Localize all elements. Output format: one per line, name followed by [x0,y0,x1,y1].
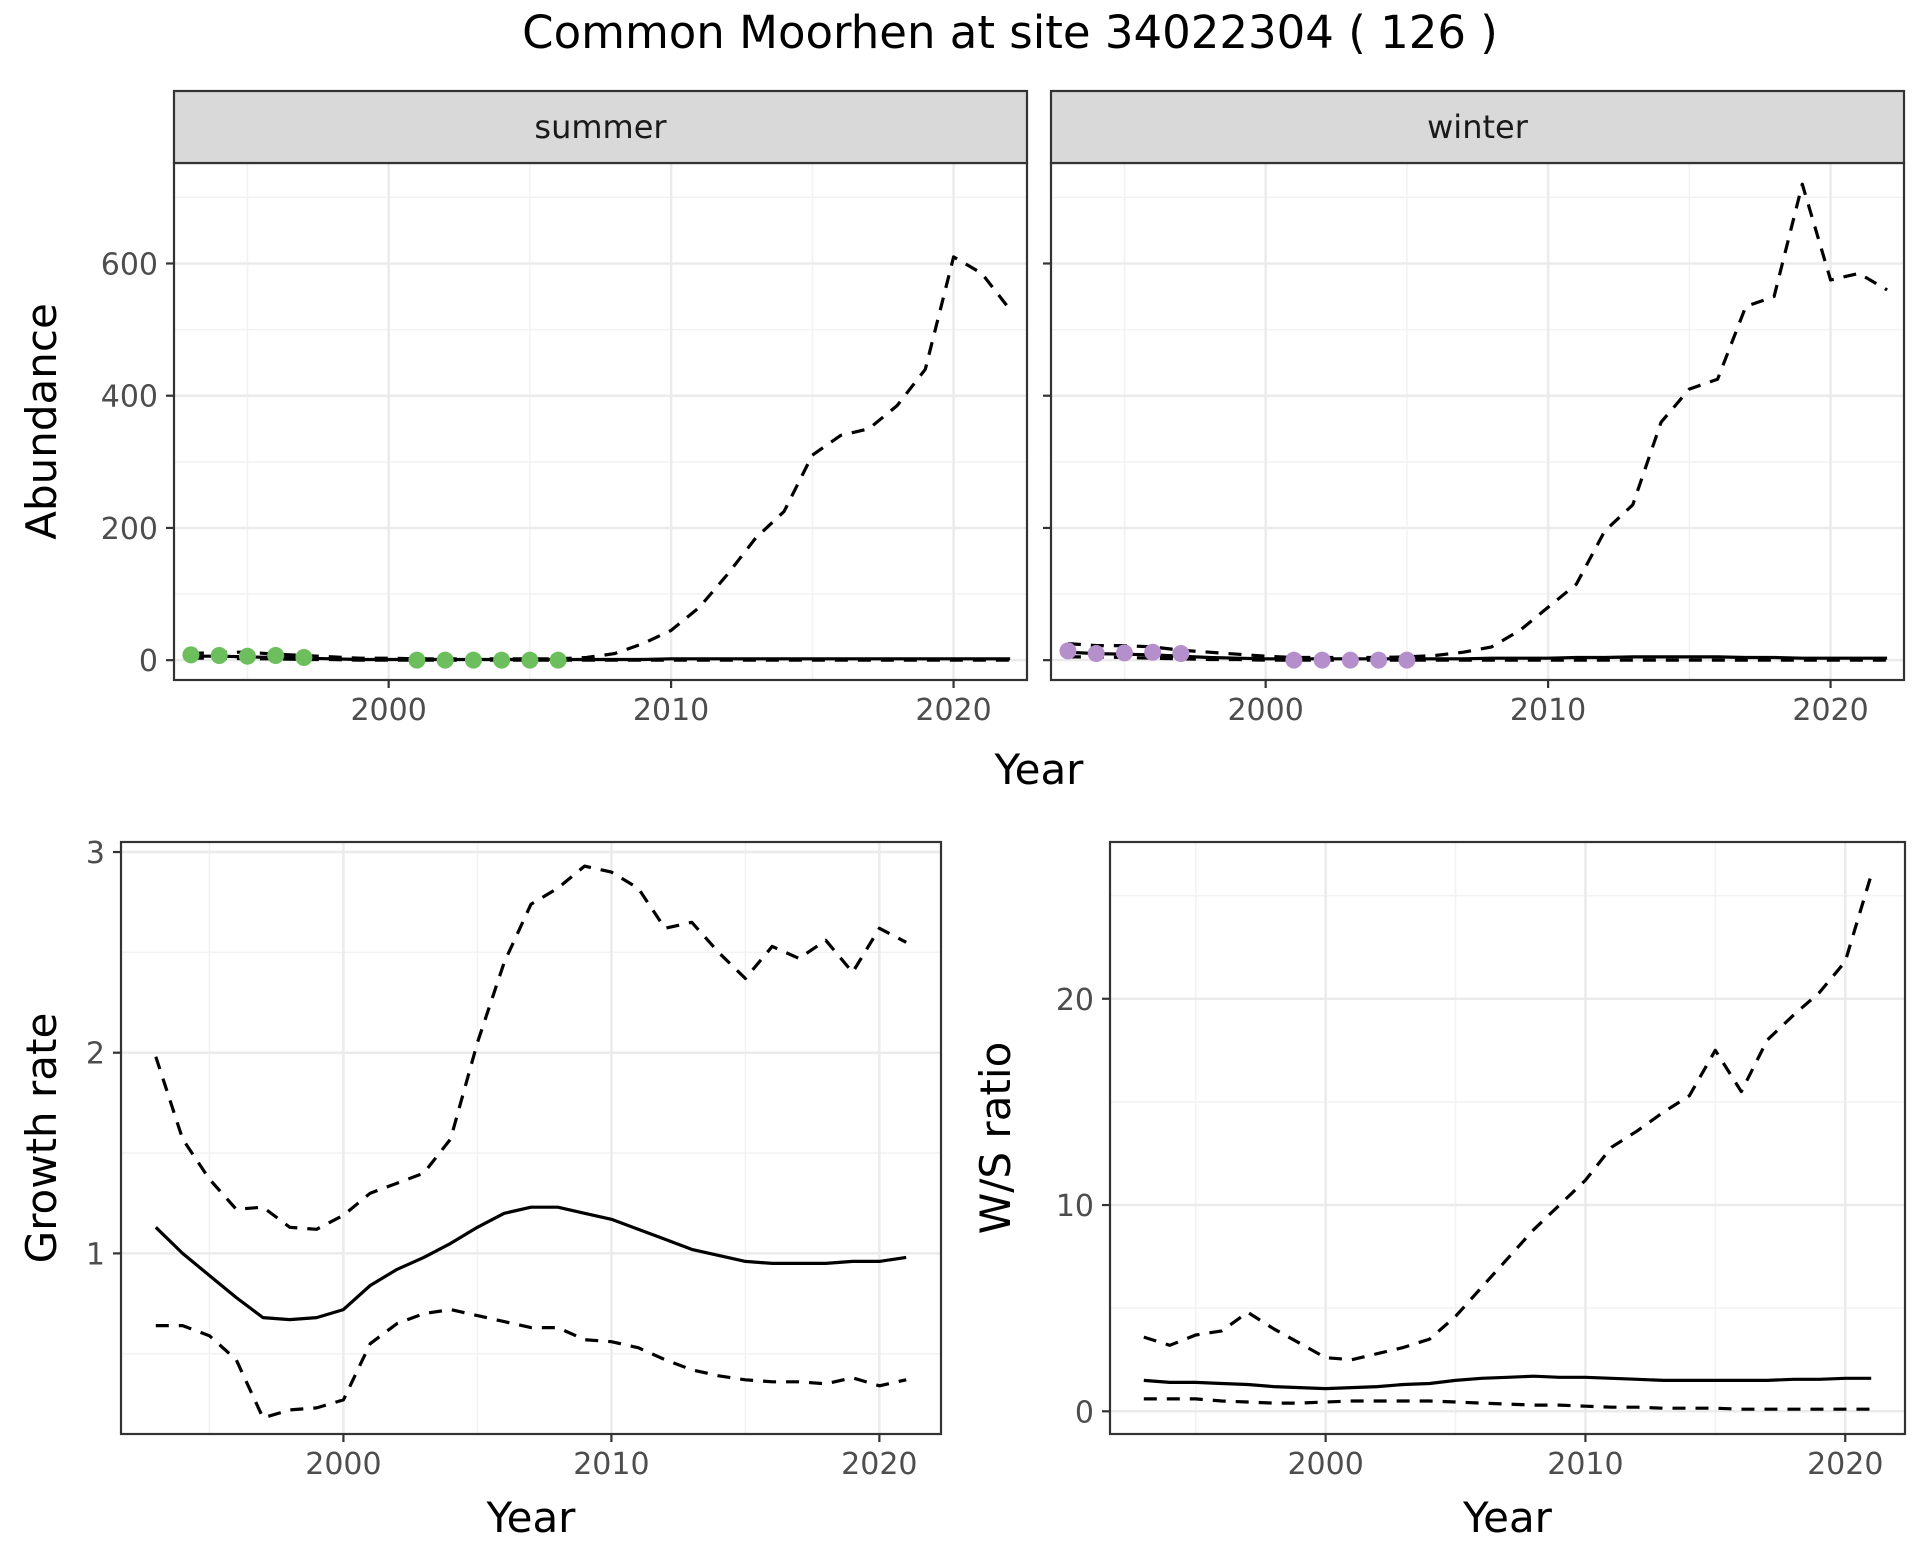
series-lower-bound-line [155,1308,907,1420]
observed-point [1059,642,1077,660]
y-axis-title: Abundance [17,303,66,540]
x-axis-title: Year [486,1493,577,1542]
y-tick-label: 3 [86,836,105,871]
observed-point [436,651,454,669]
observed-point [182,646,200,664]
y-tick-label: 400 [101,380,158,415]
observed-point [1172,645,1190,663]
panel-border [119,840,943,1436]
observed-point [267,647,285,665]
observed-point [1398,651,1416,669]
y-tick-label: 0 [1075,1395,1094,1430]
x-tick-label: 2020 [915,693,991,728]
x-tick-label: 2020 [1807,1447,1883,1482]
series-estimate-line [1143,1374,1872,1391]
series-upper-bound-line [154,864,907,1231]
y-tick-label: 2 [86,1037,105,1072]
y-tick-label: 600 [101,247,158,282]
x-tick-label: 2010 [633,693,709,728]
series-estimate-line [1067,650,1888,661]
x-axis-title: Year [1462,1493,1553,1542]
y-tick-label: 200 [101,512,158,547]
x-tick-label: 2020 [841,1447,917,1482]
x-tick-label: 2000 [350,693,426,728]
observed-point [521,651,539,669]
x-tick-label: 2010 [1510,693,1586,728]
y-axis-title: Growth rate [17,1013,66,1264]
facet-strip [1049,89,1906,165]
observed-point [464,651,482,669]
panel-summer: summer 2000 2010 2020 0 200 400 600 Abundance [17,89,1029,728]
series-upper-bound-line [1143,874,1873,1362]
x-tick-label: 2000 [1287,1447,1363,1482]
series-estimate-line [190,654,1011,662]
facet-strip [172,89,1029,165]
facet-strip-label: summer [534,108,667,146]
series-estimate-line [154,1205,907,1322]
observed-point [1313,651,1331,669]
observed-point [1115,644,1133,662]
y-tick-label: 1 [86,1237,105,1272]
observed-point [1341,651,1359,669]
observed-point [238,647,256,665]
x-axis-title: Year [994,745,1085,794]
y-axis-title: W/S ratio [971,1042,1020,1235]
observed-point [493,651,511,669]
x-tick-label: 2020 [1792,693,1868,728]
x-tick-label: 2010 [573,1447,649,1482]
observed-point [408,651,426,669]
observed-point [210,647,228,665]
observed-point [1285,651,1303,669]
x-tick-label: 2000 [1227,693,1303,728]
facet-strip-label: winter [1427,108,1529,146]
x-tick-label: 2000 [305,1447,381,1482]
y-tick-label: 20 [1056,983,1094,1018]
panel-border [1108,840,1907,1436]
observed-point [549,651,567,669]
y-tick-label: 0 [139,644,158,679]
observed-point [1087,645,1105,663]
panel-growth-rate: 2000 2010 2020 1 2 3 Year Growth rate [17,836,943,1542]
series-lower-bound-line [1143,1397,1872,1411]
x-tick-label: 2010 [1547,1447,1623,1482]
series-upper-bound-line [190,255,1012,661]
chart-title: Common Moorhen at site 34022304 ( 126 ) [522,6,1498,59]
y-tick-label: 10 [1056,1189,1094,1224]
observed-point [1144,643,1162,661]
panel-winter: winter 2000 2010 2020 [1043,89,1906,728]
observed-point [1370,651,1388,669]
panel-ws-ratio: 2000 2010 2020 0 10 20 Year W/S ratio [971,840,1907,1542]
observed-point [295,649,313,667]
